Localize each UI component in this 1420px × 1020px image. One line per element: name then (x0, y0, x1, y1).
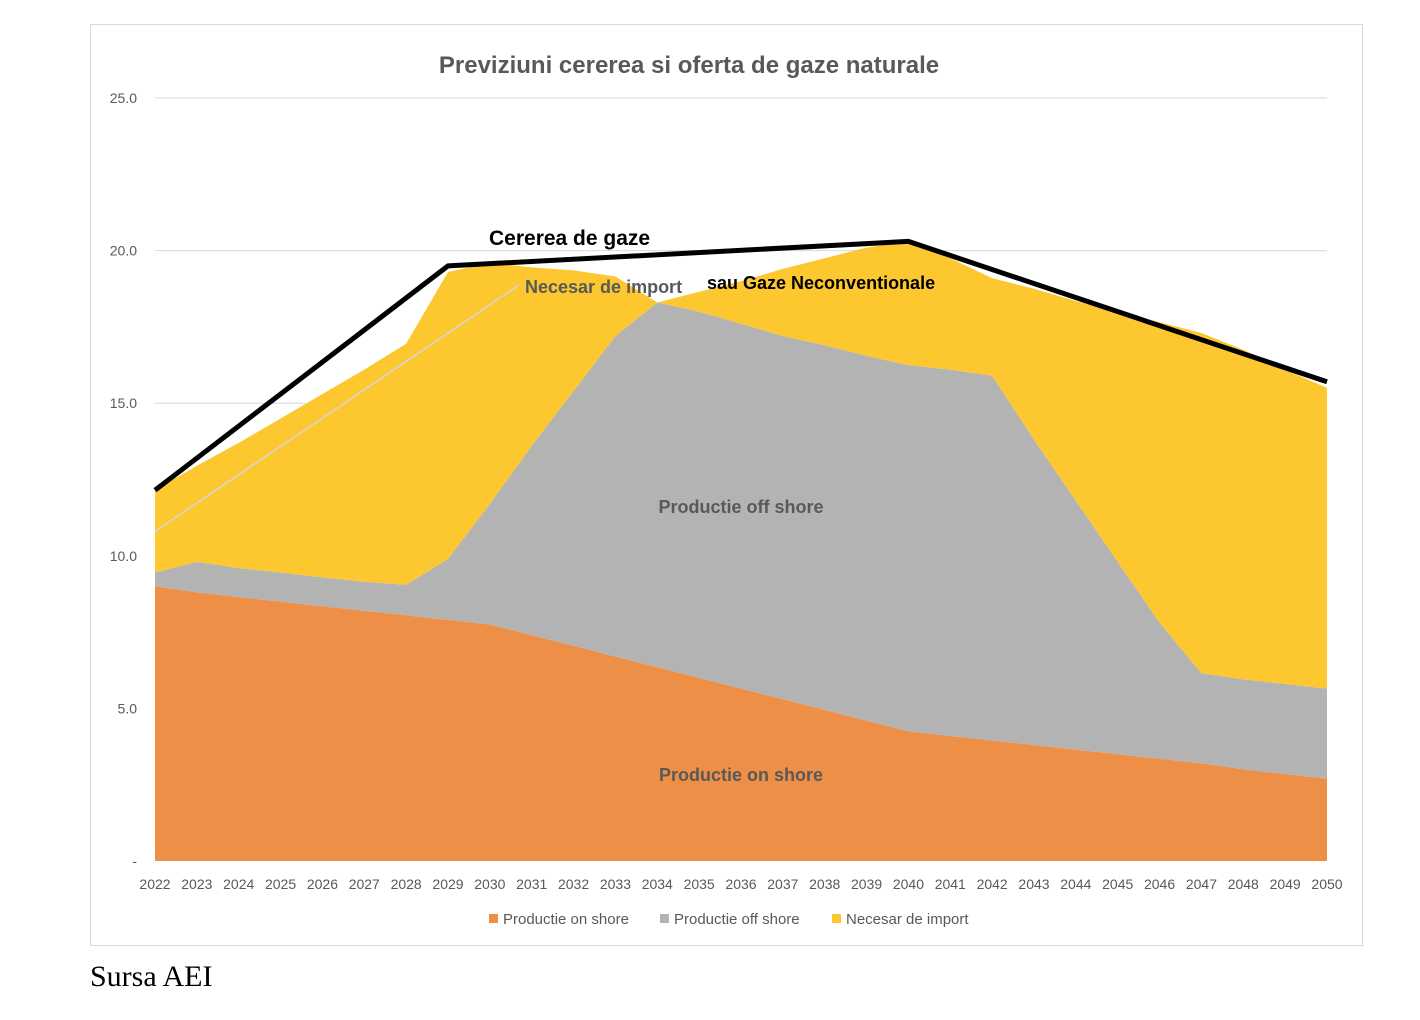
x-tick-label: 2042 (977, 876, 1008, 892)
x-tick-label: 2041 (935, 876, 966, 892)
x-tick-label: 2022 (139, 876, 170, 892)
x-tick-label: 2023 (181, 876, 212, 892)
onshore-annotation: Productie on shore (659, 765, 823, 785)
x-tick-label: 2046 (1144, 876, 1175, 892)
import-annotation-part2: sau Gaze Neconventionale (707, 273, 935, 293)
legend-label-import: Necesar de import (846, 911, 969, 928)
legend-swatch-import (832, 914, 841, 923)
x-tick-label: 2050 (1311, 876, 1342, 892)
x-tick-label: 2035 (684, 876, 715, 892)
x-tick-label: 2044 (1060, 876, 1091, 892)
x-tick-label: 2047 (1186, 876, 1217, 892)
y-tick-label: 25.0 (110, 90, 137, 106)
x-tick-label: 2049 (1270, 876, 1301, 892)
stacked-areas (155, 241, 1327, 861)
area-series-0 (155, 586, 1327, 861)
chart-title: Previziuni cererea si oferta de gaze nat… (439, 52, 939, 79)
legend-swatch-offshore (660, 914, 669, 923)
x-tick-label: 2025 (265, 876, 296, 892)
x-tick-label: 2038 (809, 876, 840, 892)
x-tick-label: 2048 (1228, 876, 1259, 892)
x-tick-label: 2024 (223, 876, 254, 892)
demand-annotation: Cererea de gaze (489, 227, 650, 250)
x-tick-label: 2031 (516, 876, 547, 892)
x-tick-label: 2029 (432, 876, 463, 892)
area-series-1 (155, 302, 1327, 779)
x-axis-labels: 2022 2023 2024 2025 2026 2027 2028 2029 2030 2031… (139, 876, 1342, 892)
y-tick-label: - (132, 853, 137, 869)
demand-line-group (153, 238, 1328, 533)
import-leader-line (154, 284, 520, 533)
y-tick-label: 10.0 (110, 548, 137, 564)
x-tick-label: 2033 (600, 876, 631, 892)
x-tick-label: 2028 (391, 876, 422, 892)
x-tick-label: 2039 (851, 876, 882, 892)
legend: Productie on shore Productie off shore N… (489, 911, 969, 928)
y-tick-label: 20.0 (110, 243, 137, 259)
x-tick-label: 2043 (1018, 876, 1049, 892)
source-note: Sursa AEI (90, 960, 213, 993)
x-tick-label: 2045 (1102, 876, 1133, 892)
y-tick-label: 15.0 (110, 395, 137, 411)
x-tick-label: 2040 (893, 876, 924, 892)
chart-canvas: -5.010.015.020.025.0 2022 2023 2024 2025 202… (110, 52, 1343, 928)
x-tick-label: 2036 (725, 876, 756, 892)
x-tick-label: 2027 (349, 876, 380, 892)
import-annotation-part1: Necesar de import (525, 277, 682, 297)
area-series-2 (155, 241, 1327, 689)
demand-line (153, 238, 1328, 493)
y-axis-labels: - 5.0 10.0 15.0 20.0 25.0 (110, 90, 138, 869)
x-tick-label: 2034 (642, 876, 673, 892)
legend-swatch-onshore (489, 914, 498, 923)
legend-label-onshore: Productie on shore (503, 911, 629, 928)
y-tick-label: 5.0 (118, 700, 138, 716)
x-tick-label: 2037 (767, 876, 798, 892)
x-tick-label: 2026 (307, 876, 338, 892)
x-tick-label: 2032 (558, 876, 589, 892)
chart-frame: -5.0 10.0 15.0 20.0 25.0 2022 2023 2024 2025 202… (90, 24, 1363, 946)
x-tick-label: 2030 (474, 876, 505, 892)
legend-label-offshore: Productie off shore (674, 911, 800, 928)
offshore-annotation: Productie off shore (658, 497, 823, 517)
